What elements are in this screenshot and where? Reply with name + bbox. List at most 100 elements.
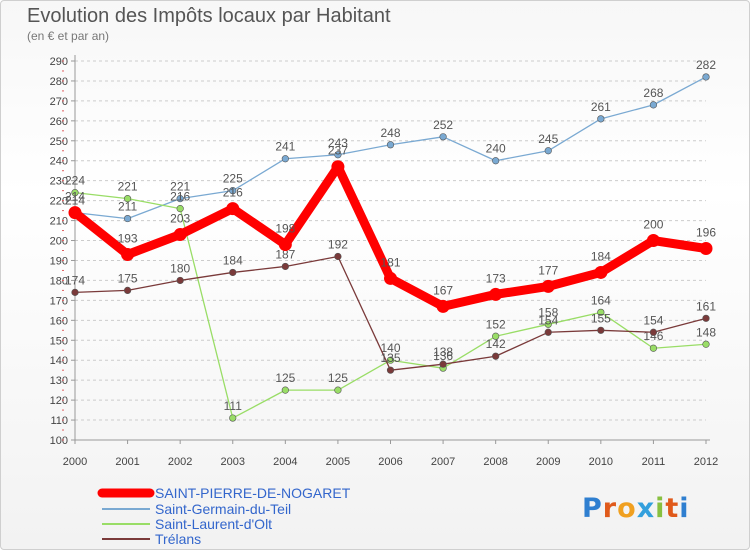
- data-label: 214: [65, 190, 85, 204]
- x-tick-label: 2011: [642, 456, 666, 468]
- data-label: 225: [223, 172, 243, 186]
- x-tick-label: 2004: [273, 456, 297, 468]
- data-point: [334, 252, 342, 261]
- data-label: 158: [538, 305, 558, 319]
- data-label: 154: [538, 313, 558, 327]
- legend-label: Trélans: [155, 531, 201, 547]
- data-point: [386, 141, 395, 149]
- data-label: 282: [696, 58, 716, 72]
- x-tick-label: 2000: [63, 456, 87, 468]
- data-label: 173: [486, 271, 506, 285]
- data-point: [439, 133, 447, 141]
- y-tick-label: 110: [50, 415, 68, 427]
- data-point: [544, 147, 552, 155]
- data-point: [492, 157, 500, 165]
- y-tick-label: 220: [50, 196, 68, 208]
- y-tick-label: 210: [50, 216, 68, 228]
- data-point: [597, 326, 605, 334]
- legend-label: Saint-Laurent-d'Olt: [155, 516, 272, 532]
- data-label: 240: [486, 142, 506, 156]
- data-label: 175: [118, 271, 138, 285]
- y-tick-label: 160: [50, 315, 68, 327]
- data-label: 193: [118, 231, 138, 245]
- data-point: [492, 332, 500, 340]
- data-point: [281, 262, 289, 271]
- data-point: [331, 160, 345, 174]
- data-label: 136: [433, 349, 453, 363]
- data-label: 181: [380, 255, 400, 269]
- data-point: [123, 286, 132, 294]
- data-label: 214: [65, 194, 85, 208]
- data-label: 245: [538, 132, 558, 146]
- data-label: 184: [223, 253, 243, 267]
- data-point: [71, 288, 79, 296]
- data-point: [123, 214, 132, 223]
- series-line: [74, 192, 707, 419]
- y-tick-label: 270: [50, 96, 68, 108]
- data-label: 203: [170, 212, 190, 226]
- y-tick-label: 140: [50, 355, 68, 367]
- x-tick-label: 2010: [589, 456, 613, 468]
- proxiti-logo: Proxiti: [582, 493, 689, 524]
- data-point: [176, 276, 184, 285]
- x-tick-label: 2007: [431, 456, 455, 468]
- data-point: [649, 344, 658, 352]
- data-point: [702, 340, 710, 348]
- data-point: [229, 187, 237, 195]
- y-tick-label: 120: [50, 395, 68, 407]
- data-point: [334, 386, 342, 394]
- data-point: [597, 308, 605, 316]
- data-point: [702, 73, 710, 81]
- series-1: 214 211 221 225 241 243 248 252 240 245 261 268 282: [65, 58, 716, 223]
- y-tick-label: 230: [50, 176, 68, 188]
- data-point: [334, 151, 342, 159]
- data-point: [121, 247, 135, 261]
- y-tick-label: 170: [50, 295, 68, 307]
- data-label: 187: [275, 247, 295, 261]
- axes: 1001101201301401501601701801902002102202…: [50, 55, 718, 468]
- data-label: 167: [433, 283, 453, 297]
- x-tick-label: 2009: [536, 456, 560, 468]
- logo-letter: t: [665, 493, 679, 524]
- data-point: [489, 287, 503, 301]
- series-0: 214 193 203 216 198 237 181 167 173 177 184 200 196: [65, 144, 716, 313]
- data-point: [436, 299, 450, 313]
- logo-letter: i: [679, 493, 689, 524]
- data-label: 155: [591, 311, 611, 325]
- chart-title: Evolution des Impôts locaux par Habitant: [27, 5, 391, 27]
- data-point: [699, 242, 713, 256]
- y-tick-label: 100: [50, 435, 68, 447]
- series-3: 174 175 180 184 187 192 135 138 142 154 155 154 161: [65, 237, 716, 374]
- data-label: 216: [223, 186, 243, 200]
- data-label: 142: [486, 337, 506, 351]
- data-point: [649, 101, 658, 109]
- data-point: [281, 155, 289, 163]
- y-tick-label: 130: [50, 375, 68, 387]
- logo-letter: o: [617, 493, 637, 524]
- logo-letter: P: [582, 493, 603, 524]
- data-label: 135: [380, 351, 400, 365]
- logo-letter: i: [655, 493, 665, 524]
- y-tick-label: 190: [50, 255, 68, 267]
- data-point: [68, 206, 82, 220]
- data-point: [176, 195, 184, 203]
- y-tick-label: 200: [50, 236, 68, 248]
- data-label: 180: [170, 261, 190, 275]
- data-point: [386, 366, 395, 374]
- data-point: [281, 386, 289, 394]
- data-point: [229, 414, 237, 422]
- y-tick-label: 150: [50, 335, 68, 347]
- data-label: 261: [591, 100, 611, 114]
- data-label: 198: [275, 222, 295, 236]
- y-gridlines: [75, 60, 706, 441]
- data-label: 148: [696, 325, 716, 339]
- y-tick-label: 250: [50, 136, 68, 148]
- data-label: 177: [538, 263, 558, 277]
- data-point: [649, 328, 658, 336]
- data-label: 268: [643, 86, 663, 100]
- x-tick-label: 2005: [326, 456, 350, 468]
- data-label: 184: [591, 249, 611, 263]
